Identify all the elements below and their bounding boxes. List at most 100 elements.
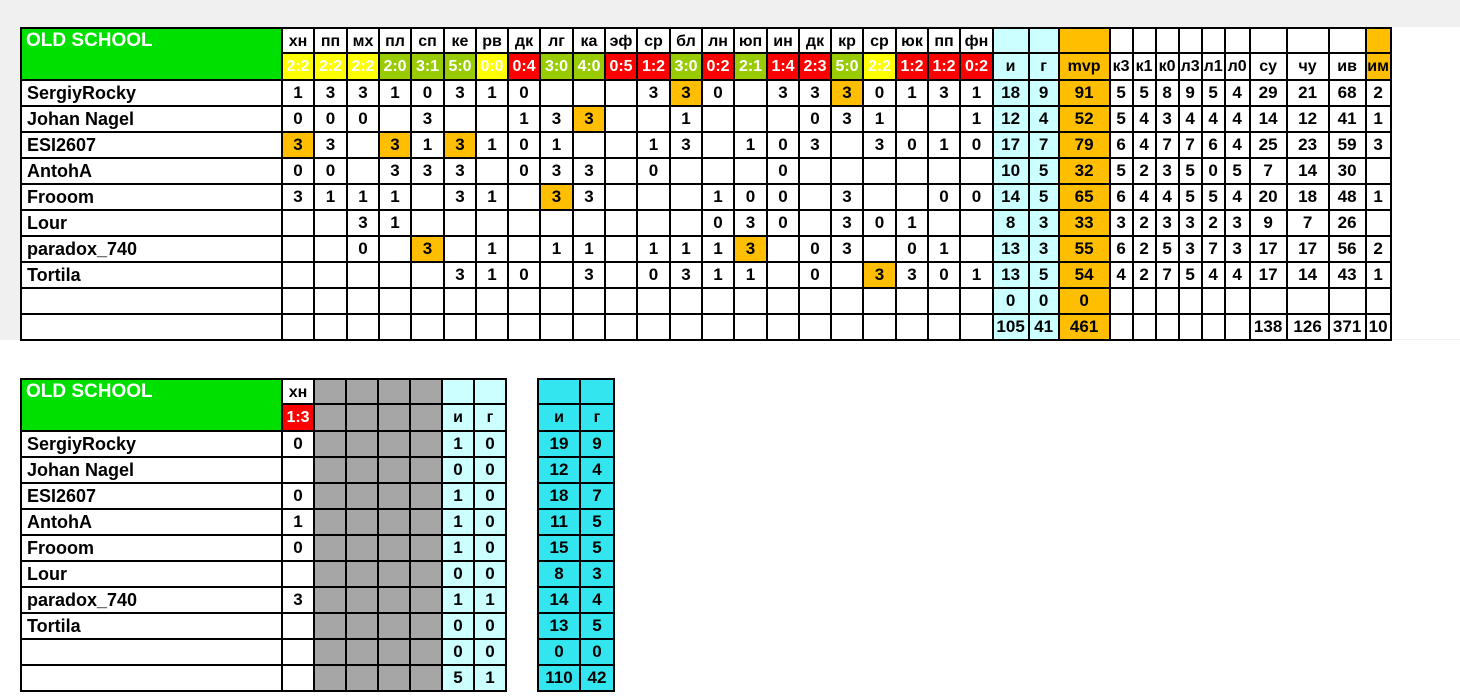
player-round-cell: 0 [638, 263, 671, 289]
player-round-cell [574, 289, 606, 315]
player-total-games: 12 [537, 458, 581, 484]
player-stat-cell: 17 [1287, 237, 1330, 263]
player-round-cell [283, 640, 315, 666]
empty-round-score [411, 405, 443, 432]
player-round-cell: 3 [380, 133, 412, 159]
player-name [20, 289, 283, 315]
totals-goals: 1 [475, 666, 507, 692]
player-round-cell [897, 185, 929, 211]
player-stat-cell: 32 [1059, 159, 1111, 185]
player-round-cell [735, 289, 768, 315]
player-round-cell: 0 [800, 237, 832, 263]
total-games-header-top [537, 378, 581, 405]
player-stat-cell: 3 [1366, 133, 1392, 159]
totals-stat-cell: 126 [1287, 315, 1330, 341]
player-stat-cell: 12 [993, 107, 1030, 133]
empty-round-cell [379, 640, 411, 666]
player-stat-cell: 2 [1202, 211, 1226, 237]
totals-round-cell [412, 315, 445, 341]
total-goals-header-top [581, 378, 615, 405]
round-opponent: ин [768, 27, 800, 54]
stat-header: л0 [1225, 54, 1251, 81]
player-stat-cell: 4 [1225, 133, 1251, 159]
empty-round-cell [411, 562, 443, 588]
player-round-cell: 3 [671, 81, 703, 107]
goals-header-top [475, 378, 507, 405]
player-round-cell: 3 [574, 185, 606, 211]
player-goals: 0 [475, 510, 507, 536]
player-round-cell [961, 289, 994, 315]
player-stat-cell: 5 [1179, 263, 1203, 289]
totals-round-cell [445, 315, 477, 341]
player-stat-cell: 21 [1287, 81, 1330, 107]
empty-round-cell [315, 614, 347, 640]
player-round-cell [541, 81, 574, 107]
player-stat-cell: 41 [1329, 107, 1367, 133]
player-stat-cell: 17 [1250, 237, 1288, 263]
player-round-cell [283, 458, 315, 484]
player-stat-cell: 68 [1329, 81, 1367, 107]
player-round-cell [477, 159, 509, 185]
player-name: SergiyRocky [20, 432, 283, 458]
player-round-cell [574, 81, 606, 107]
round-score: 5:0 [832, 54, 864, 81]
player-round-cell: 1 [380, 185, 412, 211]
player-stat-cell: 5 [1029, 159, 1060, 185]
player-total-games: 19 [537, 432, 581, 458]
round-score: 2:2 [864, 54, 897, 81]
player-stat-cell: 25 [1250, 133, 1288, 159]
player-round-cell: 3 [412, 237, 445, 263]
player-round-cell [864, 237, 897, 263]
player-stat-cell: 20 [1250, 185, 1288, 211]
player-round-cell [445, 289, 477, 315]
team-title: OLD SCHOOL [20, 27, 283, 81]
player-round-cell: 0 [348, 107, 380, 133]
player-stat-cell: 2 [1133, 237, 1157, 263]
player-total-games: 15 [537, 536, 581, 562]
player-total-games: 14 [537, 588, 581, 614]
totals-round-cell [929, 315, 961, 341]
player-name: AntohA [20, 510, 283, 536]
player-stat-cell: 54 [1059, 263, 1111, 289]
player-round-cell [929, 289, 961, 315]
player-stat-cell: 2 [1133, 263, 1157, 289]
player-total-goals: 5 [581, 536, 615, 562]
player-total-games: 0 [537, 640, 581, 666]
round-opponent: эф [606, 27, 638, 54]
player-round-cell [929, 159, 961, 185]
player-round-cell: 1 [541, 133, 574, 159]
totals-label [20, 666, 283, 692]
player-stat-cell: 9 [1029, 81, 1060, 107]
player-stat-cell: 3 [1225, 211, 1251, 237]
player-round-cell: 1 [735, 263, 768, 289]
empty-round-cell [315, 562, 347, 588]
player-round-cell [800, 211, 832, 237]
player-total-goals: 7 [581, 484, 615, 510]
round-opponent: ср [638, 27, 671, 54]
player-round-cell [606, 289, 638, 315]
player-round-cell: 3 [541, 159, 574, 185]
player-round-cell [412, 185, 445, 211]
totals-stat-cell: 10 [1366, 315, 1392, 341]
player-stat-cell: 3 [1156, 107, 1180, 133]
player-round-cell [606, 81, 638, 107]
player-round-cell [800, 159, 832, 185]
player-stat-cell: 14 [1287, 159, 1330, 185]
player-name: AntohA [20, 159, 283, 185]
empty-round-header [379, 378, 411, 405]
round-score: 1:3 [283, 405, 315, 432]
totals-total-games: 110 [537, 666, 581, 692]
player-stat-cell: 8 [1156, 81, 1180, 107]
player-goals: 1 [475, 588, 507, 614]
team-title: OLD SCHOOL [20, 378, 283, 432]
player-round-cell: 1 [574, 237, 606, 263]
player-round-cell [768, 289, 800, 315]
player-round-cell: 1 [735, 133, 768, 159]
player-name: paradox_740 [20, 588, 283, 614]
player-round-cell [961, 159, 994, 185]
player-stat-cell: 33 [1059, 211, 1111, 237]
player-stat-cell [1250, 289, 1288, 315]
stat-header-top [1110, 27, 1134, 54]
stat-header: к0 [1156, 54, 1180, 81]
player-round-cell [832, 263, 864, 289]
